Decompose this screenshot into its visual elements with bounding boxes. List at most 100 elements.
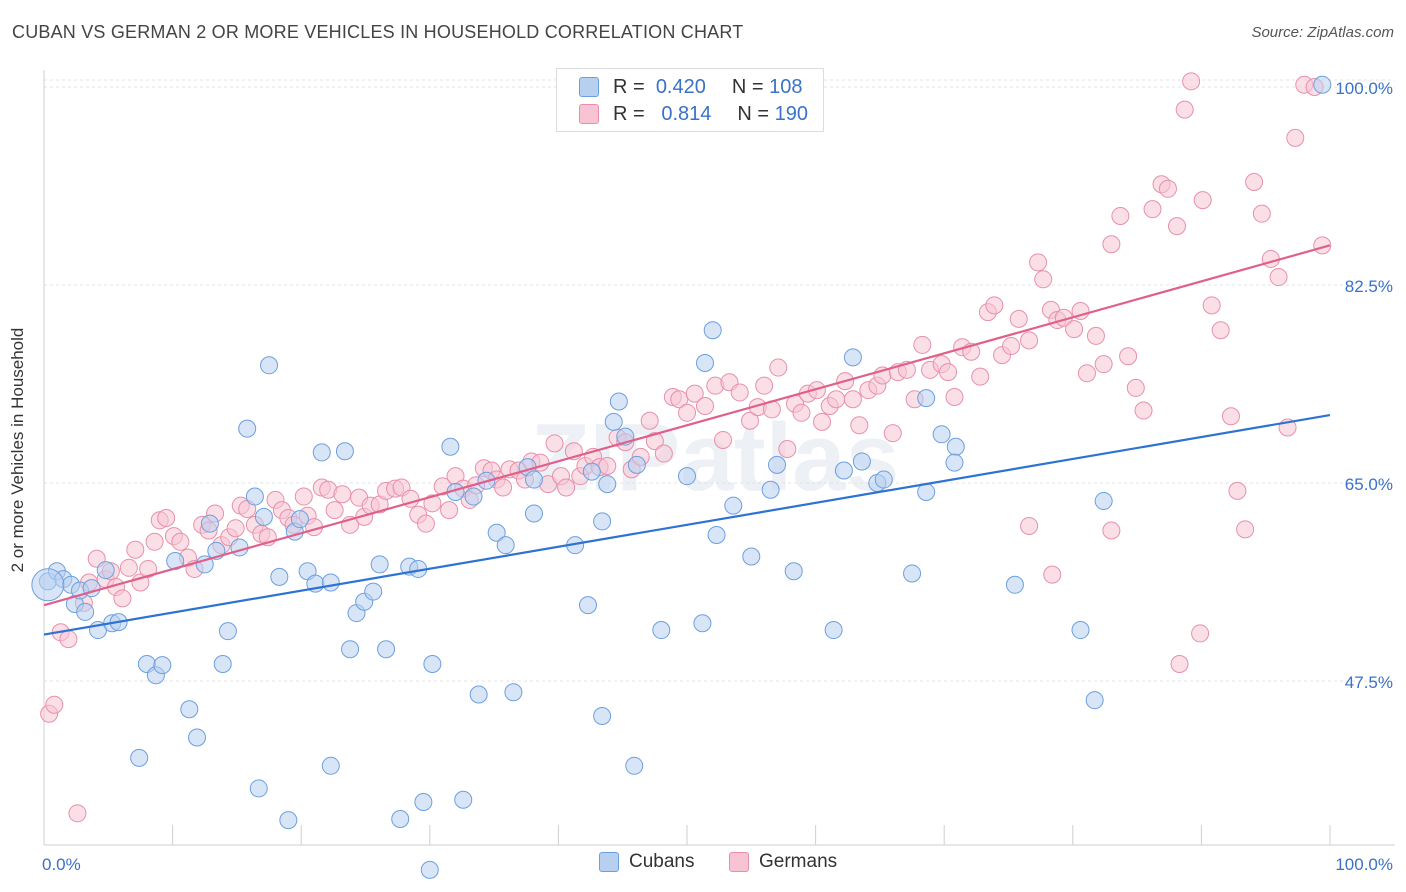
cuban-point <box>153 656 172 675</box>
german-point <box>416 514 435 533</box>
german-point <box>1170 654 1189 673</box>
german-point <box>119 558 138 577</box>
legend-row-germans: R = 0.814 N = 190 <box>579 101 808 127</box>
cuban-point <box>524 504 543 523</box>
german-point <box>113 589 132 608</box>
german-point <box>645 432 664 451</box>
german-point <box>971 367 990 386</box>
german-point <box>1077 364 1096 383</box>
cuban-point <box>279 811 298 830</box>
x-tick-label-min: 0.0% <box>42 855 81 874</box>
n-label: N = <box>731 75 764 98</box>
cuban-point <box>693 614 712 633</box>
german-point <box>678 403 696 422</box>
german-point <box>792 403 811 422</box>
cuban-point <box>852 452 871 471</box>
cuban-point <box>464 487 483 506</box>
cuban-point <box>593 512 612 531</box>
german-point <box>913 335 932 354</box>
german-point <box>545 434 564 453</box>
german-point <box>226 519 245 538</box>
cuban-point <box>945 453 964 472</box>
cuban-point <box>582 462 601 481</box>
german-point <box>1269 268 1288 287</box>
n-value-cubans: 108 <box>769 75 803 98</box>
cuban-point <box>200 514 219 533</box>
cuban-point <box>270 567 289 586</box>
cuban-point <box>370 555 389 574</box>
german-point <box>939 363 958 382</box>
cuban-point <box>917 389 936 408</box>
cuban-point <box>423 654 442 673</box>
cuban-point <box>260 356 279 375</box>
cuban-point <box>703 321 722 340</box>
german-point <box>171 532 190 551</box>
german-point <box>45 695 64 714</box>
german-point <box>1193 191 1212 210</box>
cuban-point <box>454 790 473 809</box>
german-point <box>1086 326 1105 345</box>
cuban-point <box>834 461 853 480</box>
legend-label-germans: Germans <box>759 851 838 872</box>
german-point <box>1009 309 1028 328</box>
trend-lines <box>43 244 1331 636</box>
german-point <box>1102 521 1121 540</box>
cuban-point <box>1071 621 1090 640</box>
german-point <box>423 494 442 513</box>
cubans-legend-swatch <box>599 852 619 872</box>
german-point <box>755 376 774 395</box>
cuban-point <box>903 564 922 583</box>
german-point <box>1119 347 1138 366</box>
germans-swatch <box>579 104 599 124</box>
r-value-germans: 0.814 <box>661 102 712 125</box>
axes <box>43 70 1395 846</box>
cuban-point <box>238 419 257 438</box>
cuban-point <box>707 526 726 544</box>
n-label: N = <box>737 102 770 125</box>
german-point <box>145 532 164 551</box>
german-point <box>1094 355 1113 374</box>
y-tick-label: 65.0% <box>1345 475 1393 494</box>
cuban-point <box>76 602 95 621</box>
cuban-point <box>312 443 331 462</box>
cuban-point <box>414 793 433 812</box>
y-tick-label: 100.0% <box>1335 79 1393 98</box>
german-point <box>59 630 78 649</box>
german-point <box>1175 100 1194 119</box>
cuban-point <box>441 437 460 456</box>
n-value-germans: 190 <box>774 102 809 125</box>
cuban-point <box>625 756 644 775</box>
r-value-cubans: 0.420 <box>655 75 706 98</box>
cuban-point <box>598 475 617 494</box>
legend-item-cubans[interactable]: Cubans <box>599 851 695 873</box>
cuban-point <box>578 596 597 615</box>
german-point <box>1245 173 1264 192</box>
german-point <box>1034 270 1053 289</box>
legend-row-cubans: R = 0.420 N = 108 <box>579 74 803 100</box>
cuban-point <box>31 568 65 602</box>
german-point <box>985 296 1004 315</box>
german-point <box>1126 378 1145 397</box>
cuban-point <box>843 348 862 367</box>
cuban-point <box>524 470 543 489</box>
germans-legend-swatch <box>729 852 749 872</box>
german-point <box>850 416 869 435</box>
cuban-point <box>195 555 214 574</box>
german-point <box>157 509 176 528</box>
cuban-point <box>1094 492 1113 511</box>
legend-item-germans[interactable]: Germans <box>729 851 837 873</box>
german-point <box>1202 296 1221 315</box>
cuban-point <box>254 507 273 526</box>
german-point <box>1043 565 1062 584</box>
cubans-trend-line <box>43 413 1331 636</box>
cuban-point <box>213 654 232 673</box>
german-point <box>778 440 797 459</box>
y-tick-label: 82.5% <box>1345 277 1393 296</box>
cubans-points <box>31 75 1332 879</box>
cuban-point <box>1005 575 1024 594</box>
cuban-point <box>469 685 488 704</box>
german-point <box>1252 204 1271 223</box>
cuban-point <box>377 640 396 659</box>
german-point <box>126 540 145 559</box>
